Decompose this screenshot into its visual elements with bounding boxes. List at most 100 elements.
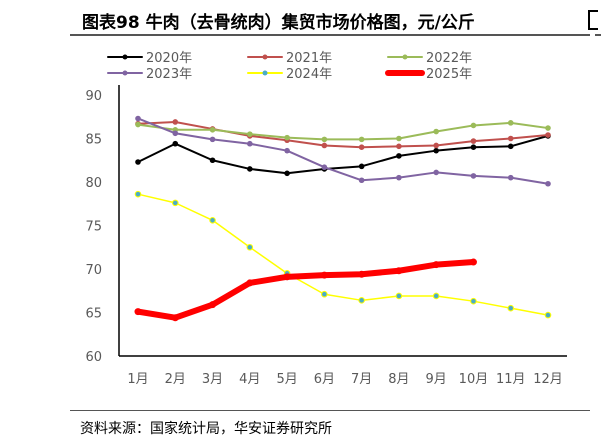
data-point	[358, 136, 365, 143]
series-line-2020年	[137, 134, 549, 175]
data-point	[432, 292, 440, 300]
adjacent-chart-fragment	[588, 10, 598, 30]
data-point	[172, 140, 179, 147]
x-tick-label: 5月	[276, 372, 297, 387]
data-point	[135, 121, 141, 128]
data-point	[135, 115, 141, 122]
data-point	[433, 128, 439, 135]
data-point	[209, 136, 216, 143]
legend-label: 2023年	[146, 67, 192, 82]
data-point	[544, 311, 552, 319]
chart-title: 图表98 牛肉（去骨统肉）集贸市场价格图，元/公斤	[82, 13, 475, 33]
data-point	[321, 164, 328, 171]
x-tick-label: 2月	[165, 372, 186, 387]
data-point	[134, 308, 142, 316]
data-point	[209, 127, 216, 133]
x-tick-label: 9月	[426, 372, 447, 387]
footer-divider	[70, 410, 590, 411]
data-point	[396, 135, 402, 142]
legend-marker	[402, 54, 408, 60]
data-point	[358, 144, 365, 150]
y-tick-label: 80	[85, 176, 102, 191]
data-point	[321, 290, 328, 298]
data-point	[395, 267, 403, 275]
data-point	[284, 147, 290, 154]
data-point	[470, 138, 477, 144]
series-line-2021年	[137, 120, 549, 149]
data-point	[433, 147, 439, 154]
data-point	[433, 169, 439, 176]
legend-marker	[122, 70, 128, 76]
data-point	[246, 279, 254, 287]
data-point	[470, 144, 477, 150]
x-tick-label: 8月	[388, 372, 409, 387]
series-line-2022年	[137, 121, 549, 141]
data-point	[545, 125, 551, 131]
y-tick-label: 65	[85, 307, 102, 322]
legend-label: 2025年	[426, 67, 472, 82]
legend-marker	[402, 70, 408, 76]
data-point	[358, 297, 365, 304]
legend-label: 2020年	[146, 51, 192, 66]
data-point	[209, 301, 217, 309]
data-point	[321, 142, 328, 149]
source-note: 资料来源：国家统计局，华安证券研究所	[80, 421, 332, 437]
data-point	[209, 216, 216, 224]
data-point	[135, 159, 141, 165]
data-point	[172, 130, 179, 137]
series-line-2024年	[137, 193, 549, 316]
data-point	[470, 122, 477, 129]
x-tick-label: 11月	[496, 372, 526, 387]
data-point	[507, 174, 514, 181]
adjacent-divider	[595, 34, 601, 36]
data-point	[507, 143, 514, 150]
data-point	[247, 131, 253, 137]
data-point	[396, 174, 402, 181]
data-point	[358, 163, 365, 170]
data-point	[247, 140, 253, 147]
data-point	[320, 271, 328, 279]
data-point	[507, 120, 514, 126]
x-tick-label: 10月	[459, 372, 489, 387]
data-point	[507, 304, 515, 312]
data-point	[171, 199, 179, 207]
data-point	[358, 177, 365, 184]
legend-marker	[122, 54, 128, 60]
data-point	[470, 173, 477, 179]
y-tick-label: 60	[85, 350, 102, 365]
x-tick-label: 6月	[314, 372, 335, 387]
x-tick-label: 4月	[239, 372, 260, 387]
data-point	[432, 261, 440, 269]
series-line-2025年	[135, 259, 477, 321]
x-tick-label: 1月	[127, 372, 148, 387]
data-point	[246, 243, 254, 251]
data-point	[209, 157, 216, 164]
data-point	[470, 297, 477, 305]
data-point	[433, 142, 439, 149]
x-tick-label: 12月	[533, 372, 563, 387]
legend-marker	[262, 70, 268, 76]
data-point	[171, 314, 179, 322]
data-point	[172, 119, 179, 125]
x-tick-label: 3月	[202, 372, 223, 387]
y-tick-label: 75	[85, 220, 102, 235]
legend-label: 2022年	[426, 51, 472, 66]
data-point	[134, 190, 142, 198]
data-point	[545, 180, 551, 187]
x-tick-label: 7月	[351, 372, 372, 387]
data-point	[321, 136, 328, 143]
y-tick-label: 70	[85, 263, 102, 278]
legend-label: 2021年	[286, 51, 332, 66]
y-tick-label: 90	[85, 89, 102, 104]
data-point	[545, 132, 551, 138]
data-point	[358, 270, 366, 278]
series-line-2023年	[137, 117, 549, 185]
data-point	[283, 273, 291, 281]
data-point	[247, 166, 253, 172]
data-point	[284, 134, 290, 141]
legend-label: 2024年	[286, 67, 332, 82]
data-point	[469, 258, 477, 266]
y-tick-label: 85	[85, 133, 102, 148]
data-point	[395, 292, 403, 300]
